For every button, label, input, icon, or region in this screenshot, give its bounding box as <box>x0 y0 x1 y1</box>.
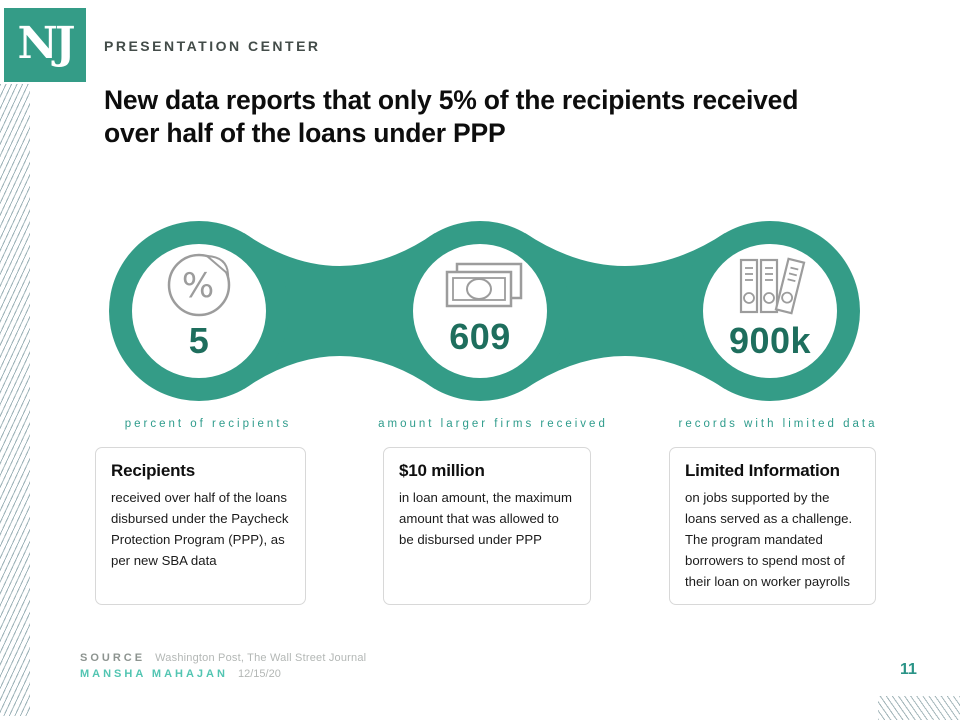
page-number: 11 <box>900 661 917 678</box>
card-title: Recipients <box>111 461 195 480</box>
slide-footer: SOURCE Washington Post, The Wall Street … <box>80 652 366 680</box>
nj-logo: NJ <box>4 8 86 82</box>
stat-caption-1: percent of recipients <box>124 418 292 430</box>
bottom-right-stripes-decoration <box>878 696 960 720</box>
stat-disc-1 <box>132 244 266 378</box>
card-body: on jobs supported by the loans served as… <box>685 490 853 589</box>
nj-logo-text: NJ <box>17 17 75 69</box>
connector-2 <box>525 233 725 389</box>
percent-sticker-icon: % <box>167 253 231 317</box>
card-body: received over half of the loans disburse… <box>111 490 289 568</box>
author-name: MANSHA MAHAJAN <box>80 668 228 680</box>
binders-icon <box>739 257 806 315</box>
detail-card-recipients: Recipients received over half of the loa… <box>95 447 306 605</box>
card-title: Limited Information <box>685 461 840 480</box>
stat-chain-graphic: % <box>109 221 860 401</box>
detail-card-limited-information: Limited Information on jobs supported by… <box>669 447 876 605</box>
slide-title: New data reports that only 5% of the rec… <box>104 85 799 148</box>
percent-glyph: % <box>182 266 214 306</box>
stat-value-3: 900k <box>728 320 812 361</box>
card-title: $10 million <box>399 461 485 480</box>
source-label: SOURCE <box>80 652 146 664</box>
connector-1 <box>244 233 435 389</box>
source-text: Washington Post, The Wall Street Journal <box>155 652 367 664</box>
card-body: in loan amount, the maximum amount that … <box>399 490 572 547</box>
slide-date: 12/15/20 <box>238 668 281 680</box>
stat-value-2: 609 <box>449 316 511 357</box>
stat-caption-3: records with limited data <box>678 418 878 430</box>
stat-caption-2: amount larger firms received <box>378 418 608 430</box>
banknotes-icon <box>445 262 523 308</box>
presentation-center-label: PRESENTATION CENTER <box>104 38 321 54</box>
stat-value-1: 5 <box>188 320 210 361</box>
left-stripes-decoration <box>0 84 30 716</box>
detail-card-loan-amount: $10 million in loan amount, the maximum … <box>383 447 591 605</box>
